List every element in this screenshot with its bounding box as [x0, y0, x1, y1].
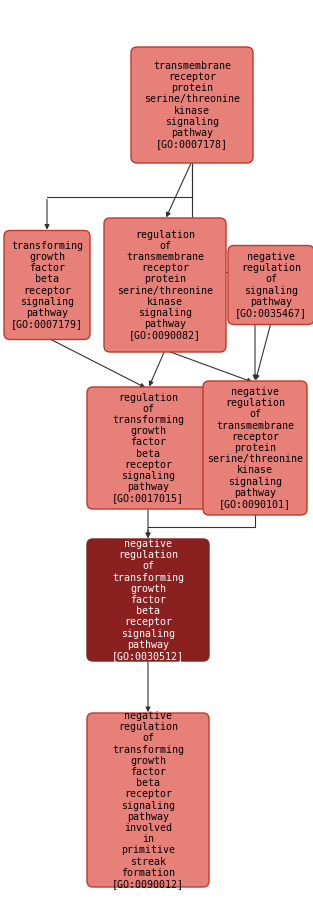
FancyBboxPatch shape — [104, 218, 226, 352]
Text: negative
regulation
of
signaling
pathway
[GO:0035467]: negative regulation of signaling pathway… — [235, 252, 307, 318]
FancyBboxPatch shape — [87, 539, 209, 661]
FancyBboxPatch shape — [87, 713, 209, 887]
Text: negative
regulation
of
transforming
growth
factor
beta
receptor
signaling
pathwa: negative regulation of transforming grow… — [112, 711, 184, 889]
FancyBboxPatch shape — [131, 47, 253, 163]
Text: transforming
growth
factor
beta
receptor
signaling
pathway
[GO:0007179]: transforming growth factor beta receptor… — [11, 241, 83, 329]
FancyBboxPatch shape — [228, 245, 313, 324]
Text: regulation
of
transforming
growth
factor
beta
receptor
signaling
pathway
[GO:001: regulation of transforming growth factor… — [112, 392, 184, 504]
FancyBboxPatch shape — [87, 387, 209, 509]
FancyBboxPatch shape — [4, 231, 90, 339]
Text: transmembrane
receptor
protein
serine/threonine
kinase
signaling
pathway
[GO:000: transmembrane receptor protein serine/th… — [144, 61, 240, 149]
Text: regulation
of
transmembrane
receptor
protein
serine/threonine
kinase
signaling
p: regulation of transmembrane receptor pro… — [117, 230, 213, 340]
FancyBboxPatch shape — [203, 381, 307, 515]
Text: negative
regulation
of
transmembrane
receptor
protein
serine/threonine
kinase
si: negative regulation of transmembrane rec… — [207, 387, 303, 509]
Text: negative
regulation
of
transforming
growth
factor
beta
receptor
signaling
pathwa: negative regulation of transforming grow… — [112, 539, 184, 661]
